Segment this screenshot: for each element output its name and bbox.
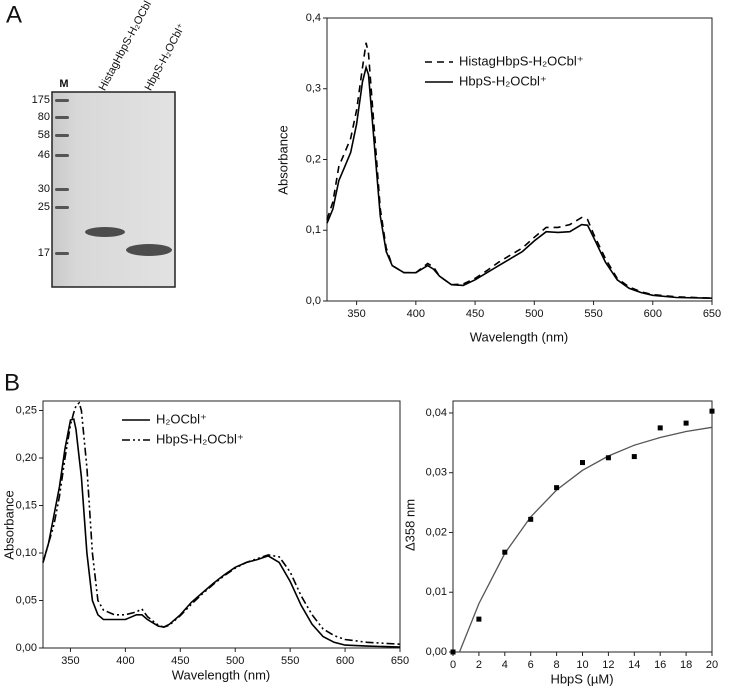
x-tick-label: 0	[450, 659, 456, 671]
x-axis-label: HbpS (µM)	[550, 671, 613, 686]
x-tick-label: 600	[336, 655, 354, 667]
marker-size: 46	[38, 149, 50, 161]
fit-curve	[458, 426, 713, 653]
y-tick-label: 0,4	[306, 12, 321, 24]
x-tick-label: 650	[391, 655, 409, 667]
line	[326, 64, 713, 299]
plot-frame	[452, 400, 713, 653]
point	[580, 460, 585, 466]
x-tick-label: 650	[703, 308, 721, 320]
y-tick-label: 0,00	[426, 646, 447, 658]
x-axis-label: Wavelength (nm)	[172, 667, 271, 682]
x-tick-label: 6	[528, 659, 534, 671]
legend-label: HistagHbpS-H₂OCbl⁺	[459, 53, 584, 68]
marker-size: 17	[38, 247, 50, 259]
point	[709, 408, 715, 414]
gel: M 175 80 58 46 30 25 17 HistagHbpS-H₂OCb…	[32, 0, 189, 288]
panel-label: B	[4, 369, 20, 396]
gel-band	[126, 244, 172, 256]
y-axis-label: Δ358 nm	[402, 499, 417, 551]
point	[476, 616, 482, 622]
point	[450, 649, 456, 655]
x-tick-label: 500	[226, 655, 244, 667]
point	[554, 485, 560, 491]
point	[502, 549, 508, 555]
y-tick-label: 0,25	[16, 404, 37, 416]
point	[683, 420, 689, 426]
gel-band	[85, 227, 125, 237]
legend-label: H₂OCbl⁺	[156, 411, 207, 426]
marker-size: 30	[38, 183, 50, 195]
x-tick-label: 450	[171, 655, 189, 667]
legend-label: HbpS-H₂OCbl⁺	[459, 73, 547, 88]
y-axis-label: Absorbance	[275, 125, 290, 194]
x-tick-label: 10	[576, 659, 588, 671]
marker-size: 25	[38, 201, 50, 213]
point	[528, 516, 534, 522]
marker-size: 58	[38, 129, 50, 141]
panel-label: A	[6, 1, 22, 28]
lane-label: HbpS-H₂OCbl⁺	[143, 21, 189, 92]
point	[631, 454, 637, 460]
x-tick-label: 400	[407, 308, 425, 320]
x-tick-label: 400	[116, 655, 134, 667]
x-tick-label: 450	[466, 308, 484, 320]
y-tick-label: 0,03	[426, 467, 447, 479]
x-tick-label: 8	[554, 659, 560, 671]
x-tick-label: 550	[584, 308, 602, 320]
x-tick-label: 14	[628, 659, 640, 671]
y-tick-label: 0,2	[306, 153, 321, 165]
marker-size: 175	[32, 94, 50, 106]
y-tick-label: 0,02	[426, 526, 447, 538]
x-tick-label: 20	[706, 659, 718, 671]
y-tick-label: 0,05	[16, 594, 37, 606]
y-tick-label: 0,15	[16, 499, 37, 511]
y-axis-label: Absorbance	[1, 490, 16, 559]
x-axis-label: Wavelength (nm)	[470, 329, 569, 344]
y-tick-label: 0,0	[306, 295, 321, 307]
x-tick-label: 4	[502, 659, 508, 671]
y-tick-label: 0,20	[16, 452, 37, 464]
line	[42, 401, 401, 645]
marker-size: 80	[38, 111, 50, 123]
gel-frame	[51, 91, 176, 288]
x-tick-label: 2	[476, 659, 482, 671]
x-tick-label: 350	[61, 655, 79, 667]
marker-bands	[55, 99, 69, 255]
x-tick-label: 500	[525, 308, 543, 320]
point	[605, 455, 611, 461]
marker-lane-label: M	[59, 78, 68, 90]
y-tick-label: 0,01	[426, 586, 447, 598]
legend-label: HbpS-H₂OCbl⁺	[156, 431, 244, 446]
y-tick-label: 0,1	[306, 224, 321, 236]
y-tick-label: 0,00	[16, 642, 37, 654]
point	[657, 425, 663, 431]
y-tick-label: 0,04	[426, 407, 447, 419]
line	[42, 418, 401, 648]
x-tick-label: 16	[654, 659, 666, 671]
plot-frame	[42, 400, 401, 649]
x-tick-label: 600	[644, 308, 662, 320]
y-tick-label: 0,3	[306, 83, 321, 95]
y-tick-label: 0,10	[16, 547, 37, 559]
x-tick-label: 12	[602, 659, 614, 671]
x-tick-label: 550	[281, 655, 299, 667]
x-tick-label: 350	[347, 308, 365, 320]
x-tick-label: 18	[680, 659, 692, 671]
